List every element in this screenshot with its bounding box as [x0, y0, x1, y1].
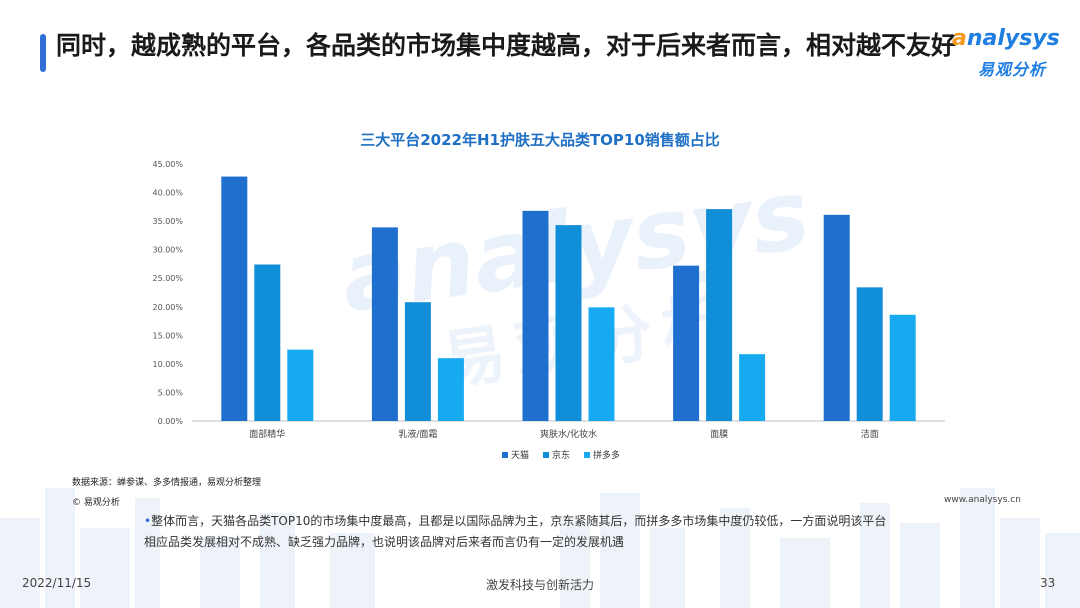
- page-number: 33: [1040, 576, 1056, 590]
- y-tick-label: 5.00%: [158, 388, 184, 397]
- logo-brand: analysys: [952, 26, 1060, 51]
- legend-swatch: [543, 452, 549, 458]
- legend-swatch: [584, 452, 590, 458]
- bar-天猫-面膜: [673, 265, 700, 421]
- y-tick-label: 30.00%: [152, 246, 183, 255]
- bar-京东-面部精华: [254, 264, 281, 421]
- summary-note: •整体而言，天猫各品类TOP10的市场集中度最高，且都是以国际品牌为主，京东紧随…: [144, 514, 887, 549]
- city-skyline-background: [0, 488, 1080, 608]
- y-tick-label: 25.00%: [152, 274, 183, 283]
- y-tick-label: 15.00%: [152, 331, 183, 340]
- bar-拼多多-洁面: [889, 314, 916, 421]
- website-url: www.analysys.cn: [944, 495, 1021, 505]
- bar-天猫-乳液/面霜: [371, 227, 398, 421]
- bullet-icon: •: [144, 514, 152, 528]
- legend-swatch: [502, 452, 508, 458]
- bar-京东-洁面: [856, 287, 883, 421]
- copyright: © 易观分析: [72, 498, 120, 508]
- bar-天猫-爽肤水/化妆水: [522, 210, 549, 421]
- data-source: 数据来源：蝉参谋、多多情报通，易观分析整理: [72, 478, 262, 488]
- bar-chart: 0.00% 5.00% 10.00% 15.00% 20.00% 25.00% 30.00%…: [152, 160, 945, 461]
- bar-拼多多-乳液/面霜: [437, 358, 464, 421]
- title-accent-bar: [40, 34, 46, 72]
- bar-京东-面膜: [706, 209, 733, 421]
- bar-拼多多-面膜: [739, 354, 766, 421]
- page-title: 同时，越成熟的平台，各品类的市场集中度越高，对于后来者而言，相对越不友好: [56, 31, 957, 60]
- x-tick-label: 乳液/面霜: [398, 428, 437, 440]
- chart-title: 三大平台2022年H1护肤五大品类TOP10销售额占比: [360, 131, 720, 149]
- legend-label: 京东: [552, 449, 570, 461]
- bar-拼多多-爽肤水/化妆水: [588, 307, 615, 421]
- x-tick-label: 爽肤水/化妆水: [540, 428, 597, 440]
- footer-date: 2022/11/15: [22, 576, 92, 590]
- x-tick-label: 洁面: [861, 428, 879, 440]
- bar-天猫-面部精华: [221, 176, 248, 421]
- legend-label: 天猫: [511, 449, 529, 461]
- bar-天猫-洁面: [823, 214, 850, 421]
- logo-cn: 易观分析: [978, 60, 1047, 79]
- y-tick-label: 45.00%: [152, 160, 183, 169]
- bar-拼多多-面部精华: [287, 349, 314, 421]
- y-tick-label: 35.00%: [152, 217, 183, 226]
- y-tick-label: 40.00%: [152, 189, 183, 198]
- y-tick-label: 0.00%: [158, 417, 184, 426]
- legend-label: 拼多多: [593, 449, 620, 461]
- analysys-logo: analysys 易观分析: [952, 26, 1062, 86]
- x-tick-label: 面膜: [710, 429, 728, 440]
- y-tick-label: 20.00%: [152, 303, 183, 312]
- bar-京东-乳液/面霜: [404, 302, 431, 421]
- y-tick-label: 10.00%: [152, 360, 183, 369]
- footer-slogan: 激发科技与创新活力: [485, 578, 594, 592]
- x-tick-label: 面部精华: [249, 428, 285, 440]
- bar-京东-爽肤水/化妆水: [555, 225, 582, 421]
